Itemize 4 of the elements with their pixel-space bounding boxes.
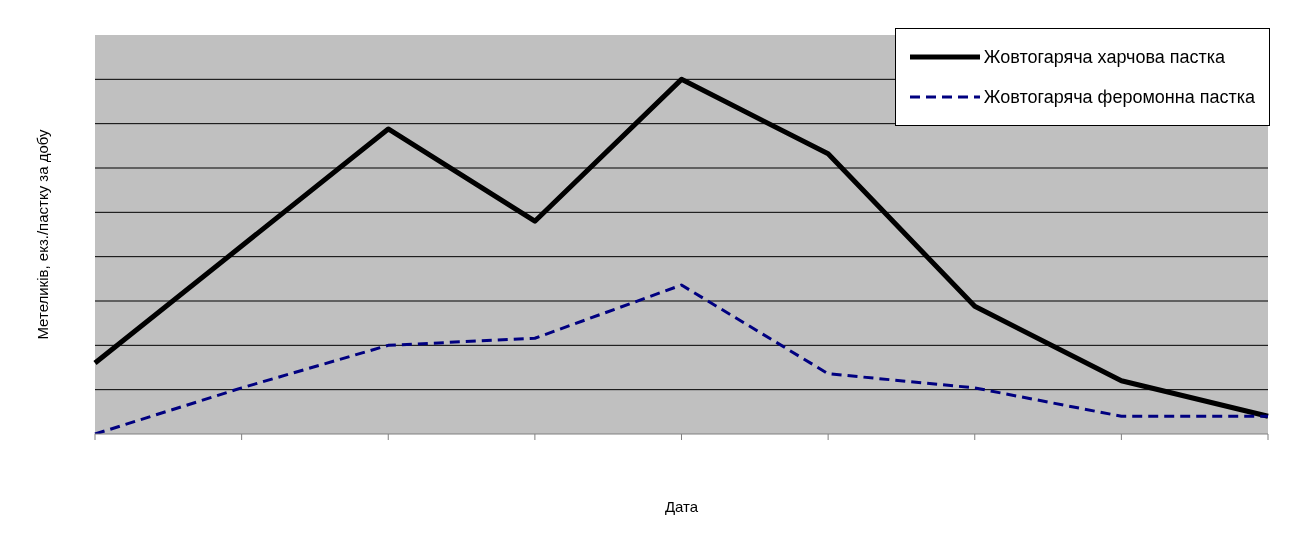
x-axis-title: Дата bbox=[664, 498, 699, 515]
y-axis-title: Метеликів, екз./пастку за добу bbox=[34, 128, 51, 340]
legend-label: Жовтогаряча харчова пастка bbox=[983, 46, 1226, 68]
legend-label: Жовтогаряча феромонна пастка bbox=[983, 86, 1255, 108]
